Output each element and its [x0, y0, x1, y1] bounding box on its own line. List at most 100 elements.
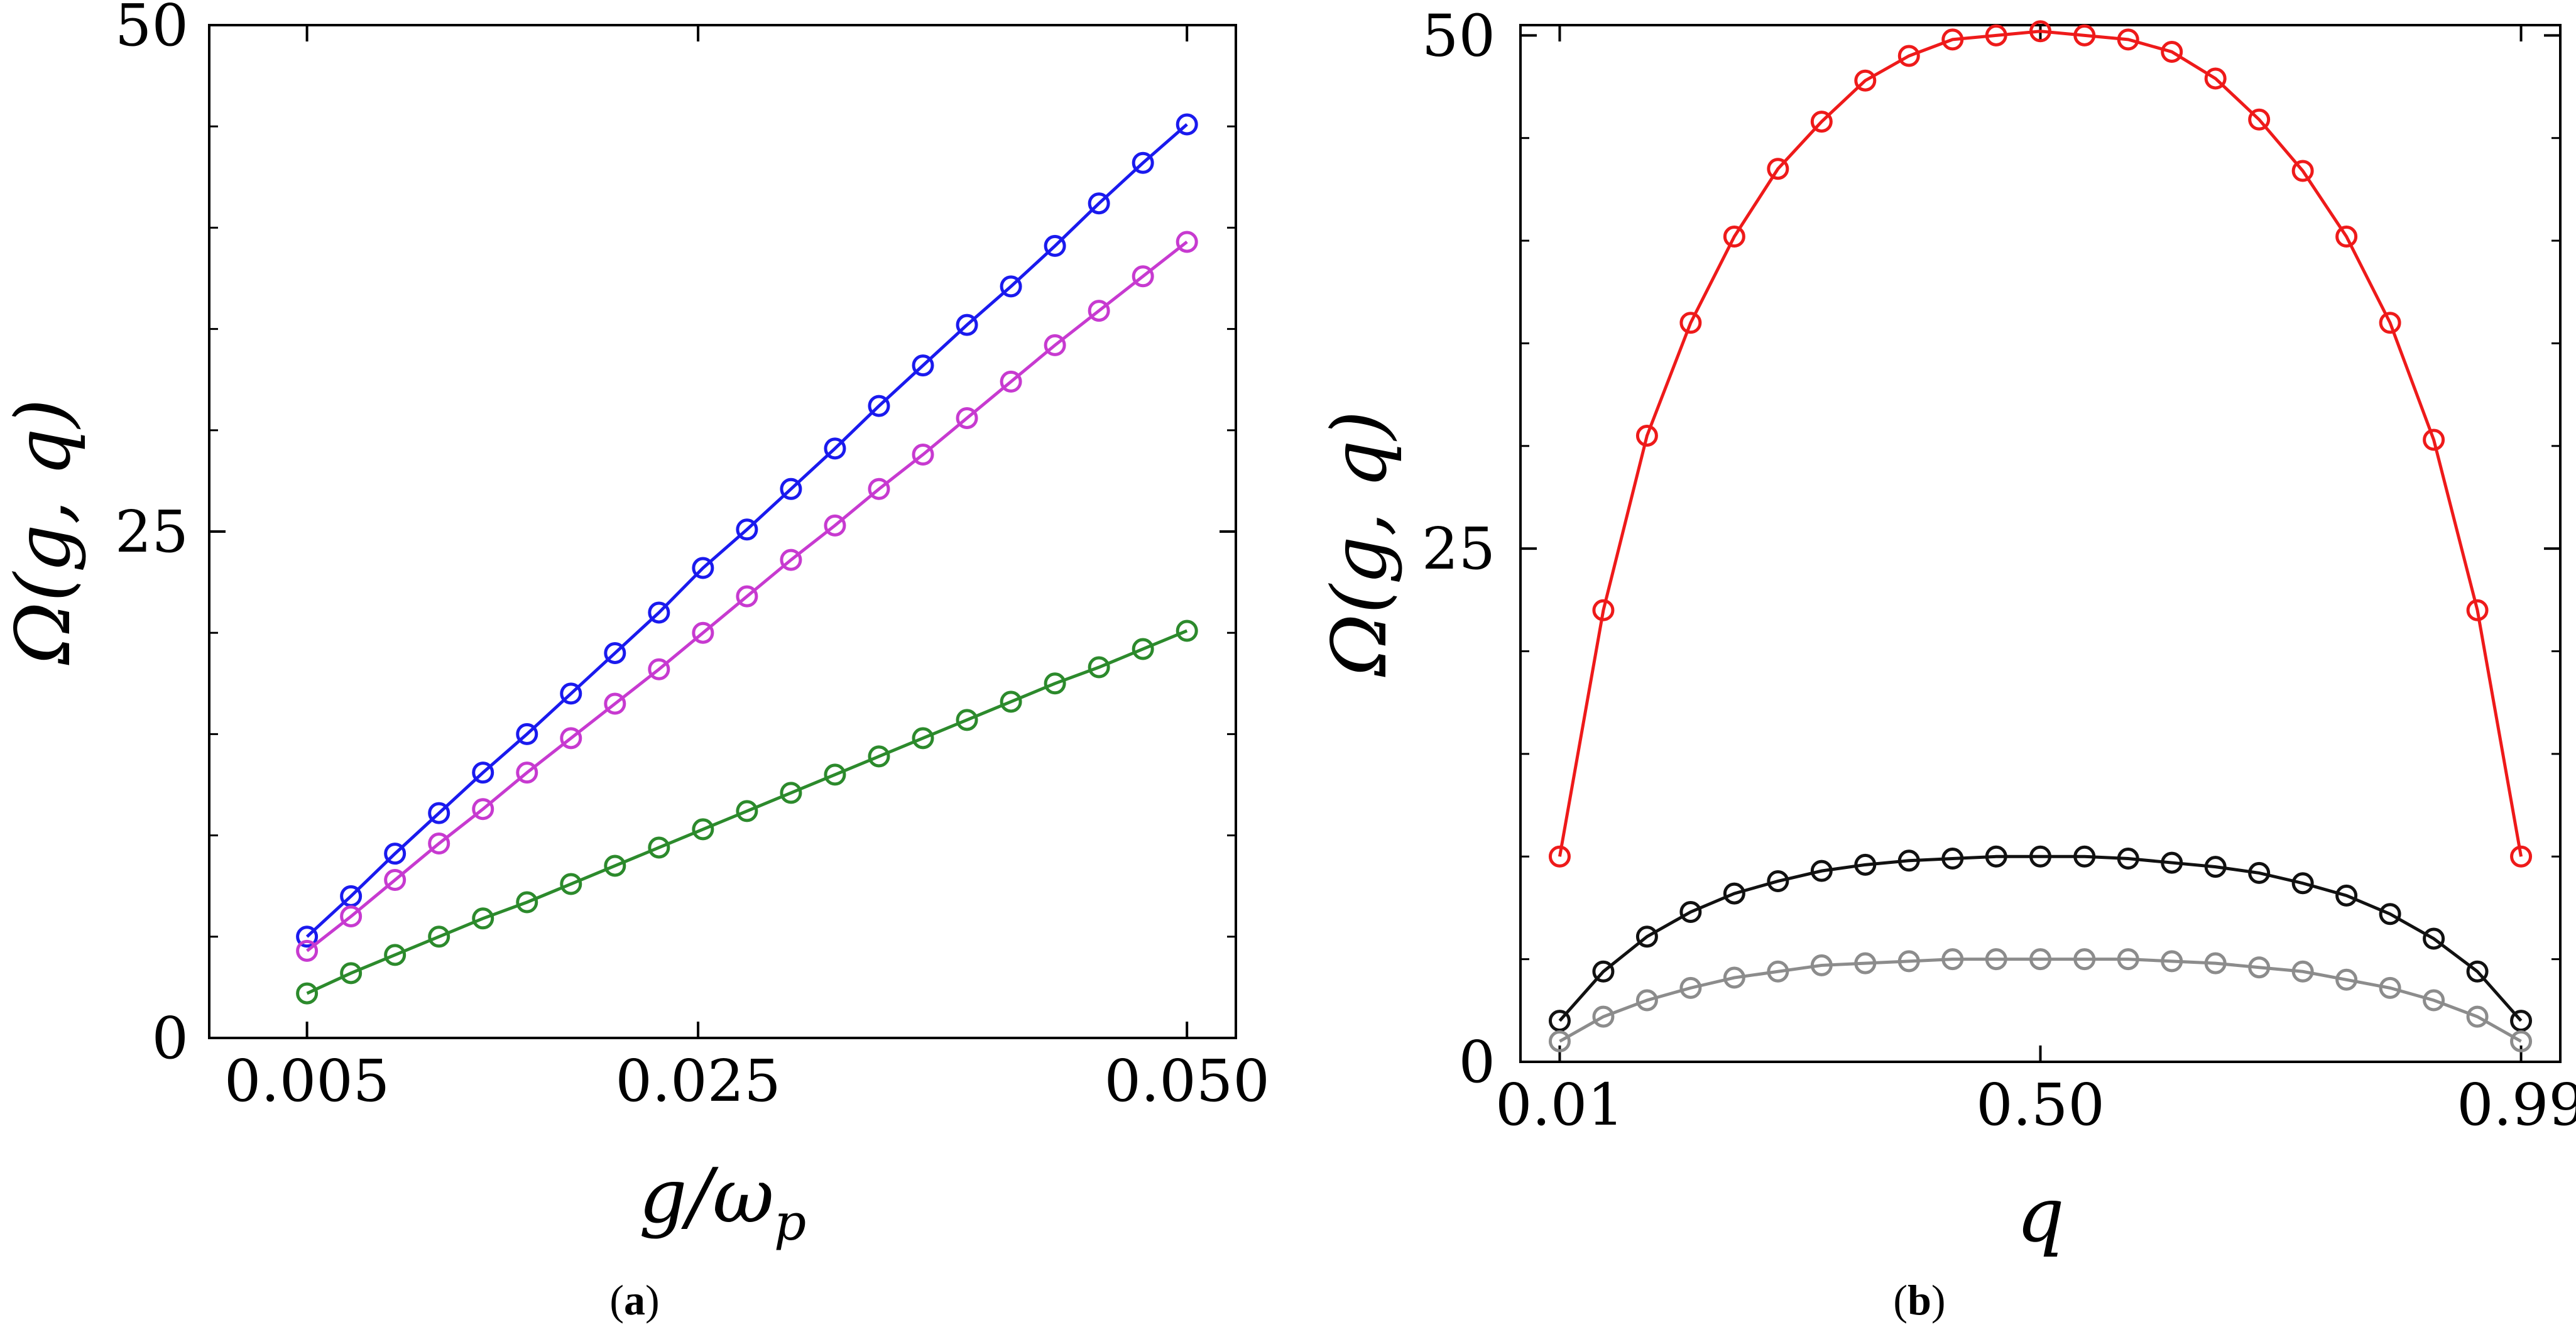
data-point-blue	[648, 601, 670, 624]
data-point-magenta	[956, 407, 978, 429]
data-point-magenta	[1088, 300, 1110, 322]
data-point-black	[2423, 927, 2445, 950]
data-point-magenta	[560, 727, 582, 750]
data-point-black	[2510, 1010, 2533, 1032]
series-line-red	[1558, 30, 2523, 857]
data-point-red	[1635, 424, 1658, 447]
data-point-gray	[2379, 976, 2401, 999]
data-point-blue	[1088, 192, 1110, 215]
data-point-green	[428, 925, 450, 948]
data-point-black	[2117, 848, 2139, 870]
series-line-gray	[1559, 958, 2522, 1043]
data-point-gray	[2204, 952, 2227, 974]
data-point-gray	[2073, 948, 2096, 971]
data-point-red	[1810, 111, 1833, 133]
data-point-green	[736, 800, 758, 822]
data-point-blue	[296, 925, 319, 948]
data-point-green	[1044, 672, 1066, 695]
data-point-gray	[2423, 989, 2445, 1012]
data-point-gray	[2510, 1030, 2533, 1052]
data-point-red	[1985, 24, 2007, 46]
x-tick-label: 0.050	[1104, 1047, 1269, 1115]
y-tick-label: 0	[1458, 1029, 1495, 1096]
data-point-green	[340, 962, 363, 985]
data-point-gray	[1723, 966, 1745, 989]
data-point-blue	[384, 843, 407, 865]
data-point-magenta	[340, 905, 363, 928]
data-point-green	[956, 709, 978, 731]
data-point-gray	[2466, 1005, 2489, 1028]
data-point-black	[2291, 872, 2314, 895]
data-point-blue	[692, 557, 714, 579]
data-point-blue	[1176, 113, 1198, 136]
data-point-magenta	[428, 832, 450, 854]
data-point-black	[1941, 848, 1964, 870]
data-point-magenta	[1044, 334, 1066, 356]
data-point-gray	[1810, 954, 1833, 976]
data-point-black	[1679, 900, 1702, 923]
data-point-gray	[2161, 950, 2183, 973]
data-point-black	[1810, 860, 1833, 882]
panel-label: (b)	[1893, 1276, 1945, 1324]
data-point-black	[2335, 884, 2358, 907]
data-point-magenta	[1132, 265, 1154, 288]
data-point-gray	[1985, 948, 2007, 971]
data-point-black	[1723, 882, 1745, 905]
data-point-gray	[1592, 1005, 1615, 1028]
series-line-magenta	[306, 240, 1188, 953]
x-axis-title: g/ωp	[639, 1153, 806, 1252]
data-point-green	[824, 763, 846, 786]
data-point-red	[1592, 599, 1615, 621]
data-point-blue	[868, 395, 890, 417]
data-point-gray	[1548, 1030, 1571, 1052]
series-blue	[296, 113, 1198, 948]
x-tick-label: 0.025	[615, 1047, 780, 1115]
data-point-red	[2466, 599, 2489, 621]
data-point-green	[1132, 638, 1154, 660]
data-point-red	[1941, 28, 1964, 51]
data-point-green	[912, 727, 934, 750]
plot-frame	[1519, 24, 2562, 1063]
data-point-gray	[1679, 976, 1702, 999]
data-point-blue	[780, 478, 802, 500]
data-point-magenta	[736, 585, 758, 608]
series-line-blue	[305, 123, 1188, 938]
data-point-magenta	[868, 478, 890, 500]
data-point-magenta	[648, 658, 670, 680]
data-point-magenta	[692, 621, 714, 644]
data-point-magenta	[912, 443, 934, 466]
data-point-gray	[2248, 956, 2271, 979]
data-point-blue	[736, 518, 758, 541]
data-point-red	[2248, 108, 2271, 131]
series-red	[1548, 20, 2533, 868]
data-point-green	[648, 836, 670, 859]
data-point-green	[1000, 691, 1022, 713]
data-point-gray	[1635, 989, 1658, 1012]
data-point-black	[2073, 845, 2096, 868]
series-line-black	[1558, 854, 2523, 1022]
data-point-red	[2073, 24, 2096, 46]
data-point-gray	[2335, 968, 2358, 991]
data-point-blue	[912, 354, 934, 377]
series-black	[1548, 845, 2533, 1032]
y-tick-label: 25	[115, 498, 188, 565]
data-point-green	[1176, 620, 1198, 642]
series-gray	[1548, 948, 2533, 1052]
data-point-magenta	[824, 514, 846, 537]
data-point-blue	[604, 641, 626, 664]
y-tick-label: 25	[1422, 515, 1495, 582]
data-point-magenta	[1176, 231, 1198, 253]
data-point-black	[2161, 851, 2183, 874]
data-point-magenta	[516, 762, 538, 784]
data-point-black	[2204, 856, 2227, 878]
data-point-magenta	[296, 939, 319, 962]
data-point-green	[296, 982, 319, 1005]
x-tick-label: 0.005	[224, 1047, 390, 1115]
data-point-black	[2466, 960, 2489, 983]
data-point-magenta	[472, 798, 494, 821]
data-point-gray	[2117, 948, 2139, 971]
data-point-red	[2423, 429, 2445, 451]
data-point-black	[2029, 845, 2051, 868]
data-point-black	[1548, 1010, 1571, 1032]
